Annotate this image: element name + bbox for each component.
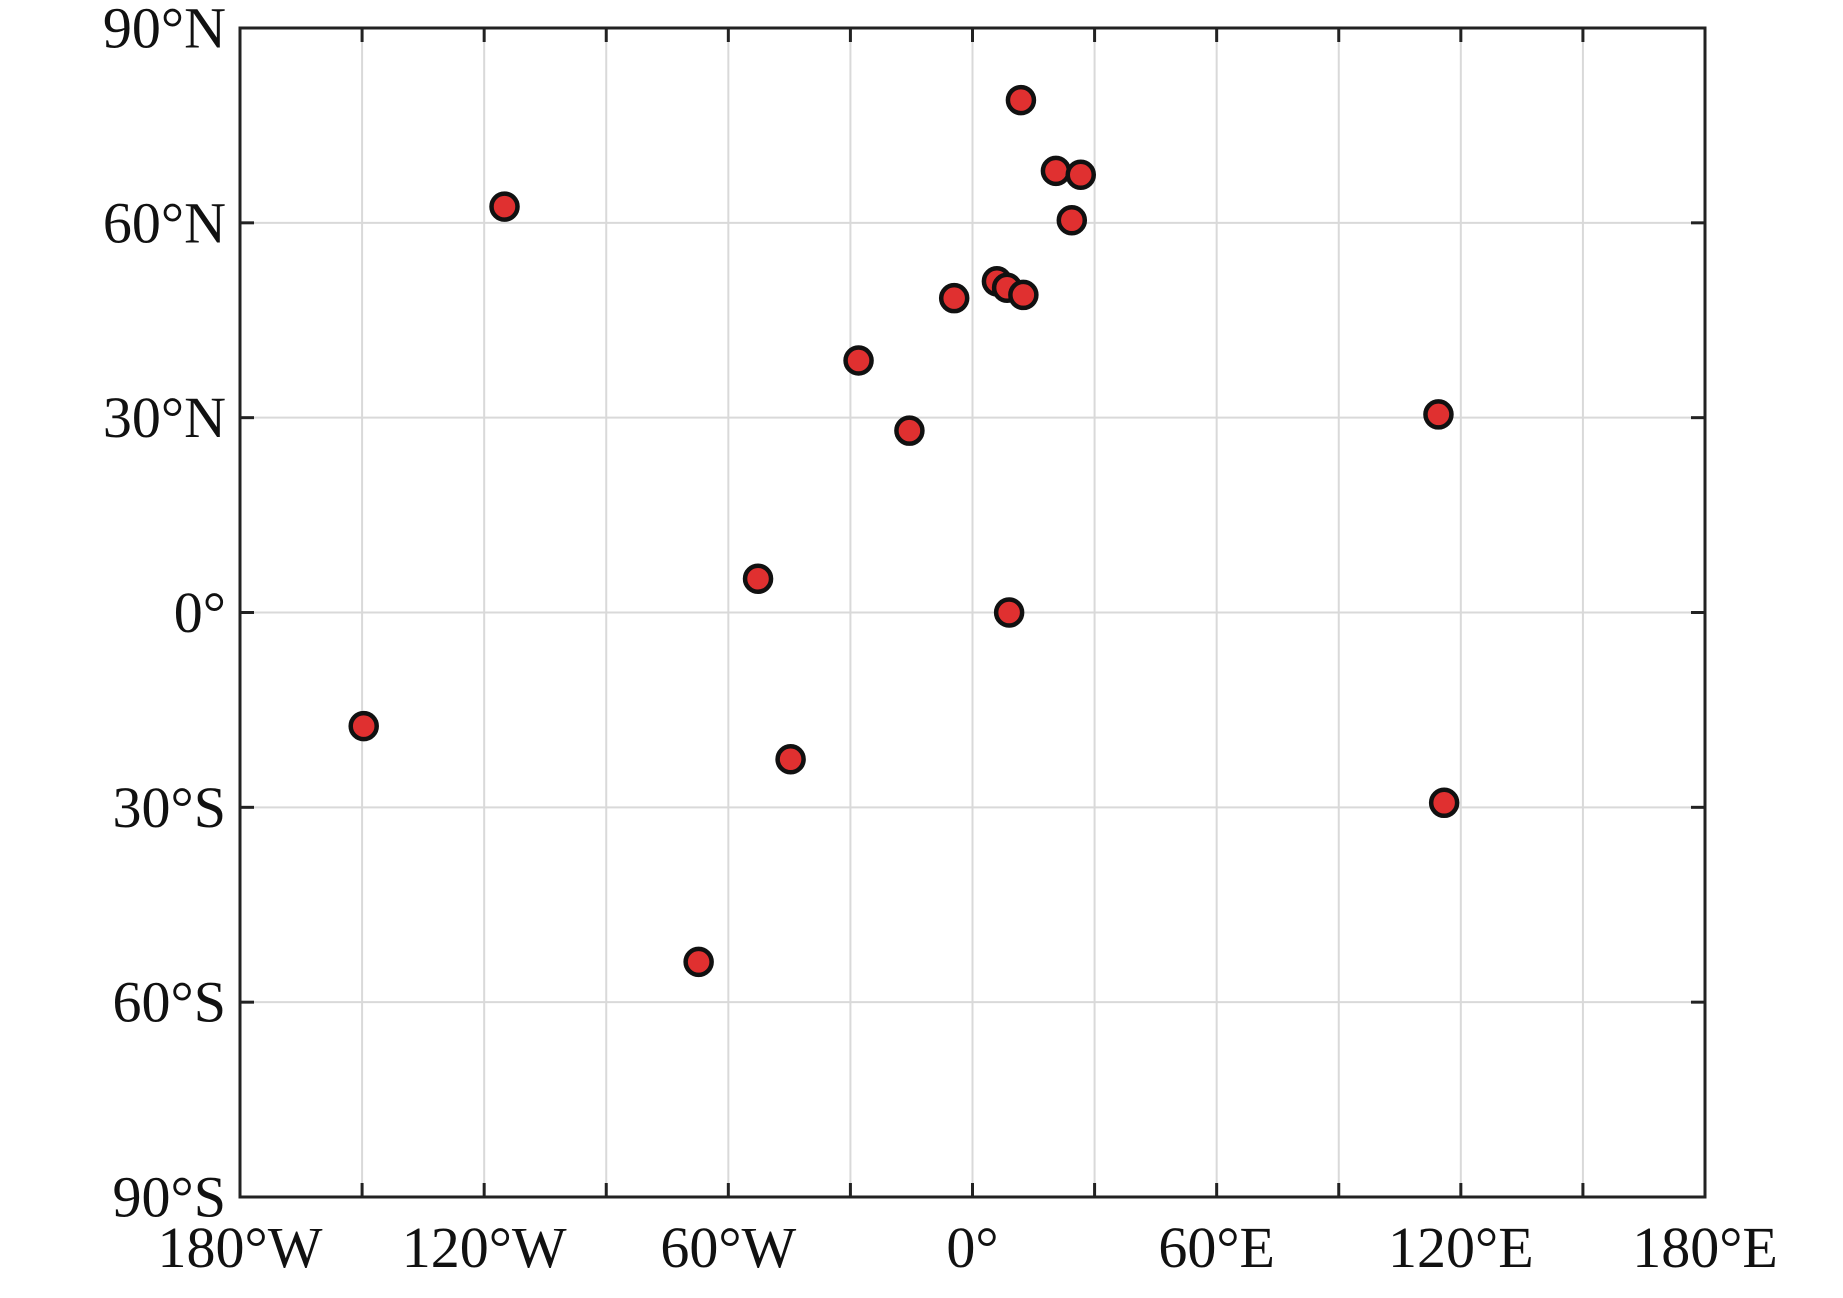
x-tick-label: 180°W — [158, 1215, 323, 1280]
x-tick-label: 120°W — [402, 1215, 567, 1280]
data-point — [683, 946, 714, 978]
data-point — [1423, 399, 1454, 430]
y-tick-labels: 90°N 60°N 30°N 0° 30°S 60°S 90°S — [103, 0, 226, 1230]
data-point — [489, 191, 520, 222]
data-point — [843, 345, 874, 376]
x-tick-labels: 180°W 120°W 60°W 0° 60°E 120°E 180°E — [158, 1215, 1778, 1280]
data-point — [742, 563, 774, 594]
y-tick-label: 90°N — [103, 0, 226, 61]
data-point — [1040, 155, 1072, 187]
data-point — [1056, 204, 1088, 236]
y-tick-label: 60°S — [113, 970, 226, 1035]
plot-frame — [238, 26, 1707, 1199]
y-tick-label: 0° — [174, 580, 226, 645]
data-point — [1008, 279, 1039, 311]
y-tick-label: 90°S — [113, 1165, 226, 1230]
x-tick-label: 180°E — [1632, 1215, 1778, 1280]
grid-layer — [240, 28, 1705, 1197]
data-point — [1065, 159, 1096, 191]
data-points — [348, 84, 1460, 978]
x-tick-label: 0° — [946, 1215, 998, 1280]
data-point — [1005, 84, 1037, 116]
y-tick-label: 60°N — [103, 190, 226, 255]
data-point — [938, 282, 970, 314]
data-point — [1428, 787, 1460, 819]
data-point — [894, 415, 925, 446]
x-tick-label: 60°E — [1158, 1215, 1275, 1280]
y-tick-label: 30°N — [103, 385, 226, 450]
data-point — [348, 710, 379, 742]
x-tick-label: 60°W — [660, 1215, 796, 1280]
data-point — [993, 597, 1025, 628]
tick-layer — [240, 28, 1705, 1197]
x-tick-label: 120°E — [1388, 1215, 1534, 1280]
y-tick-label: 30°S — [113, 775, 226, 840]
data-point — [775, 744, 806, 775]
